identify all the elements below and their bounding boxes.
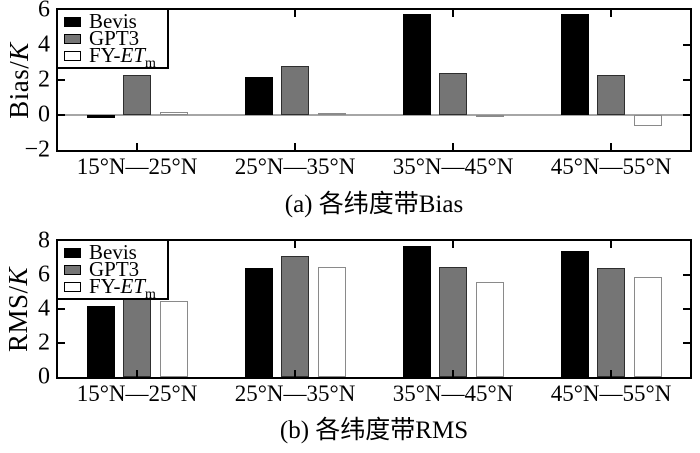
plot-area-bias: Bevis GPT3 FY-ETm <box>56 8 692 152</box>
y-tick-label: 4 <box>38 31 50 58</box>
caption-bias: (a) 各纬度带Bias <box>284 191 464 218</box>
y-tick <box>58 79 65 81</box>
x-category-label: 35°N—45°N <box>392 381 514 406</box>
y-tick <box>683 79 690 81</box>
bar-bevis <box>402 13 431 115</box>
legend-label: GPT3 <box>89 257 140 281</box>
legend-swatch-icon <box>64 33 81 44</box>
y-tick-label: 6 <box>38 0 50 23</box>
x-tick <box>294 10 296 17</box>
bar-fy-etm <box>633 276 662 377</box>
y-tick-label: 0 <box>38 101 50 128</box>
legend-item: FY-ETm <box>64 43 156 72</box>
bar-gpt3 <box>123 74 151 115</box>
legend-swatch-icon <box>64 281 81 292</box>
y-tick-label: 2 <box>38 66 50 93</box>
y-axis-tick-labels-rms: 8 6 4 2 0 <box>0 229 50 389</box>
x-tick <box>294 241 296 248</box>
y-tick <box>683 342 690 344</box>
x-tick <box>452 370 454 377</box>
legend-rms: Bevis GPT3 FY-ETm <box>56 239 169 303</box>
bar-bevis <box>86 115 115 118</box>
bar-fy-etm <box>475 281 504 377</box>
legend-label: Bevis <box>89 240 137 264</box>
x-category-label: 25°N—35°N <box>234 154 356 179</box>
y-tick <box>683 44 690 46</box>
x-category-label: 15°N—25°N <box>76 381 198 406</box>
bar-fy-etm <box>159 111 188 115</box>
x-axis-labels-rms: 15°N—25°N 25°N—35°N 35°N—45°N 45°N—55°N <box>58 380 690 410</box>
legend-item: GPT3 <box>64 26 156 50</box>
y-tick-label: 0 <box>38 363 50 390</box>
bar-bevis <box>560 251 589 377</box>
x-tick <box>610 241 612 248</box>
x-tick <box>294 143 296 150</box>
y-tick-label: 4 <box>38 295 50 322</box>
x-category-label: 45°N—55°N <box>550 381 672 406</box>
x-tick <box>136 143 138 150</box>
bar-gpt3 <box>439 266 467 377</box>
bar-gpt3 <box>281 256 309 377</box>
x-category-label: 25°N—35°N <box>234 381 356 406</box>
caption-rms: (b) 各纬度带RMS <box>279 417 469 444</box>
y-tick <box>58 308 65 310</box>
bar-bevis <box>402 246 431 377</box>
legend-label: Bevis <box>89 9 137 33</box>
x-tick <box>610 10 612 17</box>
y-tick-label: 8 <box>38 227 50 254</box>
x-tick <box>610 143 612 150</box>
bar-fy-etm <box>633 115 662 126</box>
legend-swatch-icon <box>64 16 81 27</box>
x-tick <box>610 370 612 377</box>
y-tick-label: 6 <box>38 261 50 288</box>
bar-bevis <box>560 13 589 115</box>
legend-label: FY-ETm <box>89 274 156 303</box>
zero-line <box>58 114 690 116</box>
x-tick <box>294 370 296 377</box>
y-tick <box>683 114 690 116</box>
y-tick-label: −2 <box>24 136 50 163</box>
y-tick-label: 2 <box>38 329 50 356</box>
x-tick <box>452 10 454 17</box>
bar-fy-etm <box>317 266 346 377</box>
legend-bias: Bevis GPT3 FY-ETm <box>56 8 169 72</box>
y-tick <box>683 308 690 310</box>
x-category-label: 45°N—55°N <box>550 154 672 179</box>
x-category-label: 15°N—25°N <box>76 154 198 179</box>
bar-gpt3 <box>597 74 625 115</box>
legend-item: Bevis <box>64 240 156 264</box>
plot-area-rms: Bevis GPT3 FY-ETm <box>56 239 692 379</box>
bar-gpt3 <box>439 73 467 115</box>
bar-bevis <box>244 76 273 115</box>
legend-item: Bevis <box>64 9 156 33</box>
legend-swatch-icon <box>64 264 81 275</box>
legend-swatch-icon <box>64 50 81 61</box>
bar-gpt3 <box>281 66 309 115</box>
x-category-label: 35°N—45°N <box>392 154 514 179</box>
y-axis-tick-labels-bias: 6 4 2 0 −2 <box>0 0 50 162</box>
x-tick <box>136 370 138 377</box>
bar-fy-etm <box>317 113 346 116</box>
bar-fy-etm <box>159 300 188 377</box>
legend-item: FY-ETm <box>64 274 156 303</box>
x-tick <box>452 143 454 150</box>
legend-item: GPT3 <box>64 257 156 281</box>
x-axis-labels-bias: 15°N—25°N 25°N—35°N 35°N—45°N 45°N—55°N <box>58 153 690 183</box>
y-tick <box>58 342 65 344</box>
bar-fy-etm <box>475 115 504 117</box>
x-tick <box>452 241 454 248</box>
legend-swatch-icon <box>64 247 81 258</box>
bar-gpt3 <box>123 298 151 377</box>
y-tick <box>683 274 690 276</box>
y-tick <box>58 114 65 116</box>
bar-bevis <box>86 305 115 377</box>
bar-gpt3 <box>597 268 625 377</box>
legend-label: GPT3 <box>89 26 140 50</box>
bar-bevis <box>244 268 273 377</box>
legend-label: FY-ETm <box>89 43 156 72</box>
